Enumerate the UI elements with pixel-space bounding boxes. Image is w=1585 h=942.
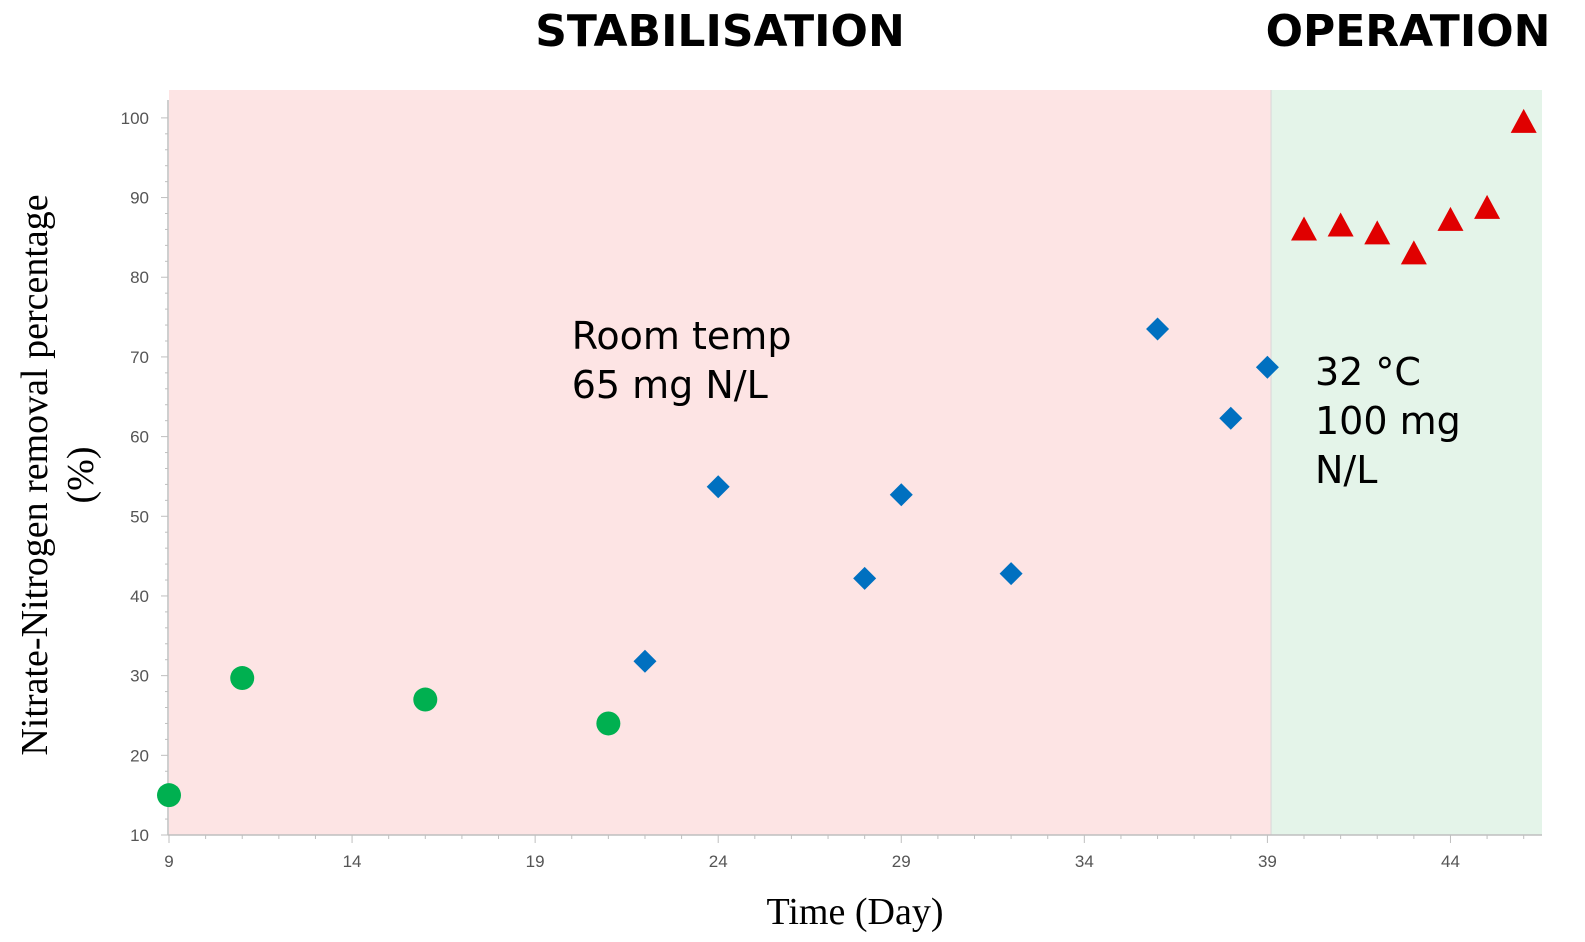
region-1 [1271,90,1542,835]
data-point-diamond [1255,355,1279,379]
data-point-diamond [1219,406,1243,430]
y-axis-title-line: Nitrate-Nitrogen removal percentage [14,194,56,755]
data-point-triangle [1327,212,1354,237]
x-tick-label: 24 [709,852,728,871]
x-tick-label: 14 [343,852,362,871]
data-point-triangle [1364,220,1391,245]
y-tick-label: 60 [130,428,149,447]
annotation-0-line: Room temp [572,314,792,358]
annotation-1-line: 100 mg [1315,399,1461,443]
data-point-diamond [999,562,1023,586]
data-points [157,108,1537,808]
data-point-triangle [1474,194,1501,219]
phase-title-0: STABILISATION [535,6,905,57]
y-tick-label: 80 [130,268,149,287]
x-tick-label: 34 [1075,852,1094,871]
y-tick-label: 40 [130,587,149,606]
y-tick-label: 70 [130,348,149,367]
annotation-1-line: N/L [1315,448,1377,492]
data-point-diamond [853,566,877,590]
data-point-triangle [1400,240,1427,265]
data-point-circle [413,687,438,712]
data-point-circle [596,711,621,736]
y-tick-label: 30 [130,667,149,686]
x-tick-label: 29 [892,852,911,871]
x-tick-label: 9 [164,852,173,871]
data-point-diamond [706,475,730,499]
phase-title-1: OPERATION [1266,6,1551,57]
region-0 [169,90,1272,835]
y-axis-title-line: (%) [60,447,102,504]
data-point-diamond [633,649,657,673]
annotation-0-line: 65 mg N/L [572,363,768,407]
y-axis-title: Nitrate-Nitrogen removal percentage (%) [14,194,102,755]
data-point-triangle [1437,206,1464,231]
y-tick-label: 20 [130,746,149,765]
x-tick-label: 44 [1441,852,1460,871]
data-point-circle [157,783,181,808]
y-tick-label: 10 [130,826,149,845]
data-point-triangle [1510,108,1537,133]
annotation-1-line: 32 °C [1315,350,1421,394]
y-tick-label: 100 [121,109,149,128]
x-tick-label: 39 [1258,852,1277,871]
data-point-diamond [1146,317,1170,341]
data-point-circle [230,666,255,691]
x-axis-title: Time (Day) [767,891,944,933]
data-point-diamond [889,483,913,507]
labels: STABILISATION OPERATION Time (Day) Nitrate-… [14,6,1550,933]
y-tick-label: 50 [130,507,149,526]
y-tick-label: 90 [130,189,149,208]
x-tick-label: 19 [526,852,545,871]
data-point-triangle [1291,216,1318,241]
axes: 10 20 30 40 50 60 70 80 90 100 9 14 19 24 29 34 39 44 [121,100,1542,871]
